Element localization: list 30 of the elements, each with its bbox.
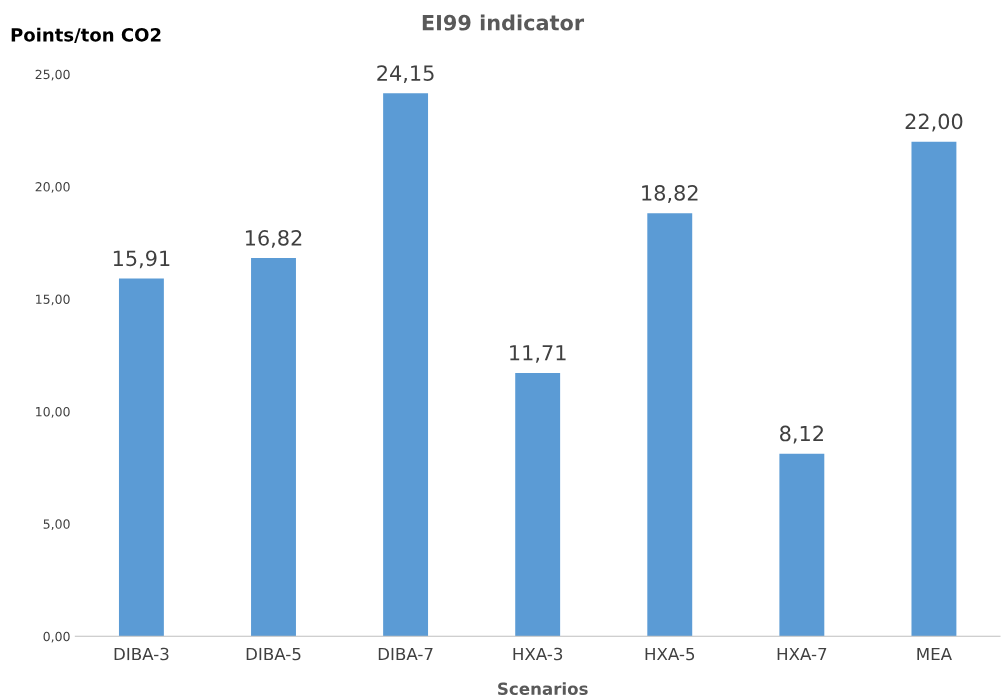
y-tick-label: 25,00 xyxy=(35,69,70,81)
x-tick-label: MEA xyxy=(917,647,952,661)
x-tick-label: DIBA-3 xyxy=(114,647,169,661)
bar xyxy=(118,278,164,637)
data-label: 15,91 xyxy=(113,250,170,269)
data-label: 11,71 xyxy=(510,345,566,363)
data-label: 18,82 xyxy=(642,185,698,203)
x-axis-title: Scenarios xyxy=(498,682,588,696)
bar xyxy=(647,213,693,637)
data-label: 16,82 xyxy=(245,229,302,248)
x-tick-label: HXA-5 xyxy=(645,647,695,661)
x-tick-label: HXA-7 xyxy=(777,647,827,661)
data-label: 24,15 xyxy=(377,65,434,84)
bar xyxy=(911,141,957,637)
y-tick-label: 5,00 xyxy=(43,519,70,531)
chart-title: EI99 indicator xyxy=(422,14,585,31)
x-tick-label: DIBA-5 xyxy=(246,647,301,661)
bar xyxy=(779,453,825,637)
y-tick-label: 10,00 xyxy=(36,406,70,418)
y-tick-label: 15,00 xyxy=(36,294,70,306)
x-tick-label: DIBA-7 xyxy=(378,647,433,661)
y-axis-title: Points/ton CO2 xyxy=(11,27,161,44)
y-tick-label: 20,00 xyxy=(35,182,70,193)
x-tick-label: HXA-3 xyxy=(513,647,563,661)
bar xyxy=(251,258,296,637)
y-tick-label: 0,00 xyxy=(43,631,70,643)
data-label: 8,12 xyxy=(780,425,823,444)
bar xyxy=(515,373,561,637)
data-label: 22,00 xyxy=(905,113,963,132)
bar xyxy=(383,93,429,637)
